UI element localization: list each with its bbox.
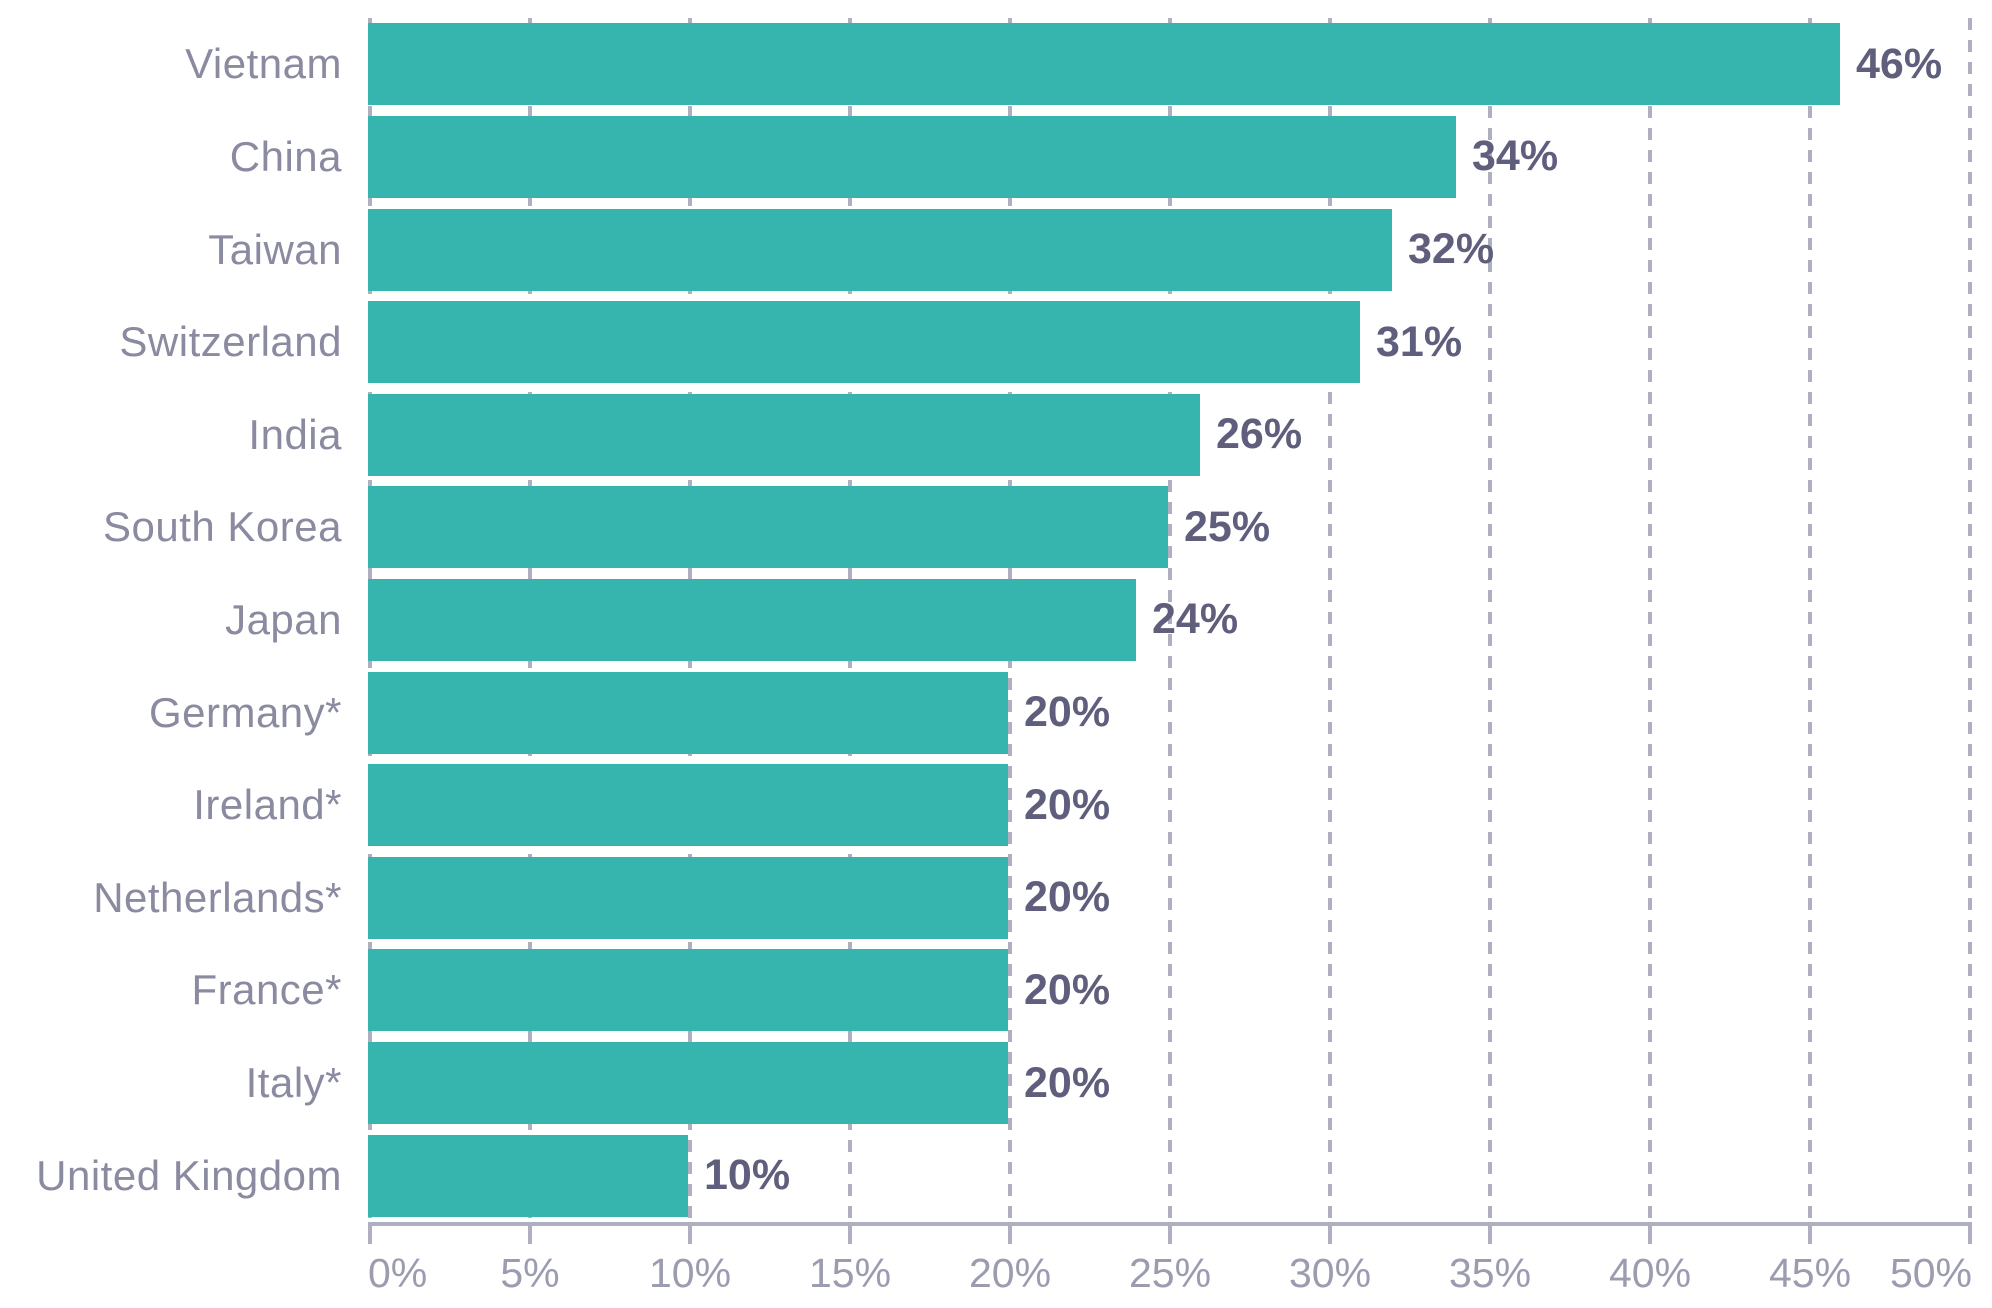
x-tick-label: 30% [1288, 1250, 1372, 1296]
x-tick [848, 1226, 852, 1244]
value-label: 20% [1024, 688, 1111, 737]
value-label: 20% [1024, 780, 1111, 829]
value-label: 25% [1184, 502, 1271, 551]
bar-row: 20% [368, 666, 1992, 759]
x-axis-labels: 0% 5% 10% 15% 20% 25% 30% 35% 40% 45% 50… [368, 1250, 1992, 1300]
gridline [1648, 18, 1652, 1222]
x-tick [1328, 1226, 1332, 1244]
bar [368, 578, 1136, 661]
x-axis-line [368, 1222, 1972, 1226]
gridline [1808, 18, 1812, 1222]
bar [368, 486, 1168, 569]
x-tick [1648, 1226, 1652, 1244]
x-tick [1488, 1226, 1492, 1244]
x-tick [1168, 1226, 1172, 1244]
bars: 46% 34% 32% 31% 26% 25% 24% 20% 20% 20% … [368, 18, 1992, 1222]
x-tick [1808, 1226, 1812, 1244]
category-label: United Kingdom [36, 1151, 342, 1199]
bar [368, 115, 1456, 198]
bar [368, 671, 1008, 754]
bar-row: 20% [368, 851, 1992, 944]
category-label: Vietnam [185, 40, 342, 88]
category-axis: Vietnam China Taiwan Switzerland India S… [0, 18, 368, 1222]
value-label: 32% [1408, 225, 1495, 274]
x-tick-label: 0% [368, 1250, 428, 1296]
gridline [1968, 18, 1972, 1222]
category-label: Japan [225, 595, 342, 643]
gridline [1328, 18, 1332, 1222]
bar-row: 25% [368, 481, 1992, 574]
category-label: Netherlands* [93, 873, 342, 921]
value-label: 20% [1024, 1058, 1111, 1107]
x-tick [1008, 1226, 1012, 1244]
bar [368, 301, 1360, 384]
x-tick [1968, 1226, 1972, 1244]
bar [368, 23, 1840, 106]
plot-area: 46% 34% 32% 31% 26% 25% 24% 20% 20% 20% … [368, 18, 1992, 1222]
x-tick [528, 1226, 532, 1244]
category-label: France* [191, 966, 342, 1014]
gridline [1488, 18, 1492, 1222]
x-tick-label: 40% [1608, 1250, 1692, 1296]
bar [368, 1042, 1008, 1124]
bar-row: 20% [368, 944, 1992, 1037]
x-axis-ticks [368, 1226, 1992, 1244]
bar-row: 31% [368, 296, 1992, 389]
x-tick [368, 1226, 372, 1244]
x-tick-label: 20% [968, 1250, 1052, 1296]
category-label: Taiwan [208, 225, 342, 273]
value-label: 10% [704, 1151, 791, 1200]
bar [368, 949, 1008, 1032]
bar-row: 34% [368, 111, 1992, 204]
value-label: 24% [1152, 595, 1239, 644]
bar-row: 20% [368, 759, 1992, 852]
x-tick-label: 35% [1448, 1250, 1532, 1296]
value-label: 20% [1024, 965, 1111, 1014]
plot-rows-area: Vietnam China Taiwan Switzerland India S… [0, 18, 1992, 1222]
bar-row: 24% [368, 574, 1992, 667]
value-label: 34% [1472, 132, 1559, 181]
bar [368, 1134, 688, 1217]
x-tick-label: 45% [1768, 1250, 1852, 1296]
category-label: Italy* [245, 1059, 342, 1106]
category-label: Ireland* [193, 781, 342, 829]
bar-row: 32% [368, 203, 1992, 296]
category-label: China [229, 132, 342, 180]
x-tick-label: 50% [1889, 1250, 1972, 1296]
x-tick-label: 5% [500, 1250, 560, 1296]
bar-row: 26% [368, 388, 1992, 481]
value-label: 20% [1024, 873, 1111, 922]
x-tick-label: 25% [1128, 1250, 1212, 1296]
x-tick-label: 15% [808, 1250, 892, 1296]
bar [368, 393, 1200, 476]
category-label: South Korea [102, 503, 342, 551]
x-tick-label: 10% [648, 1250, 732, 1296]
bar-row: 20% [368, 1037, 1992, 1130]
bar-row: 46% [368, 18, 1992, 111]
category-label: Switzerland [119, 318, 342, 366]
value-label: 26% [1216, 410, 1303, 459]
bar [368, 856, 1008, 939]
category-label: Germany* [148, 688, 342, 736]
value-label: 46% [1856, 39, 1943, 88]
bar [368, 208, 1392, 291]
gridline [1168, 18, 1172, 1222]
x-tick [688, 1226, 692, 1244]
value-label: 31% [1376, 317, 1463, 366]
category-label: India [248, 410, 342, 458]
bar [368, 764, 1008, 847]
bar-row: 10% [368, 1129, 1992, 1222]
